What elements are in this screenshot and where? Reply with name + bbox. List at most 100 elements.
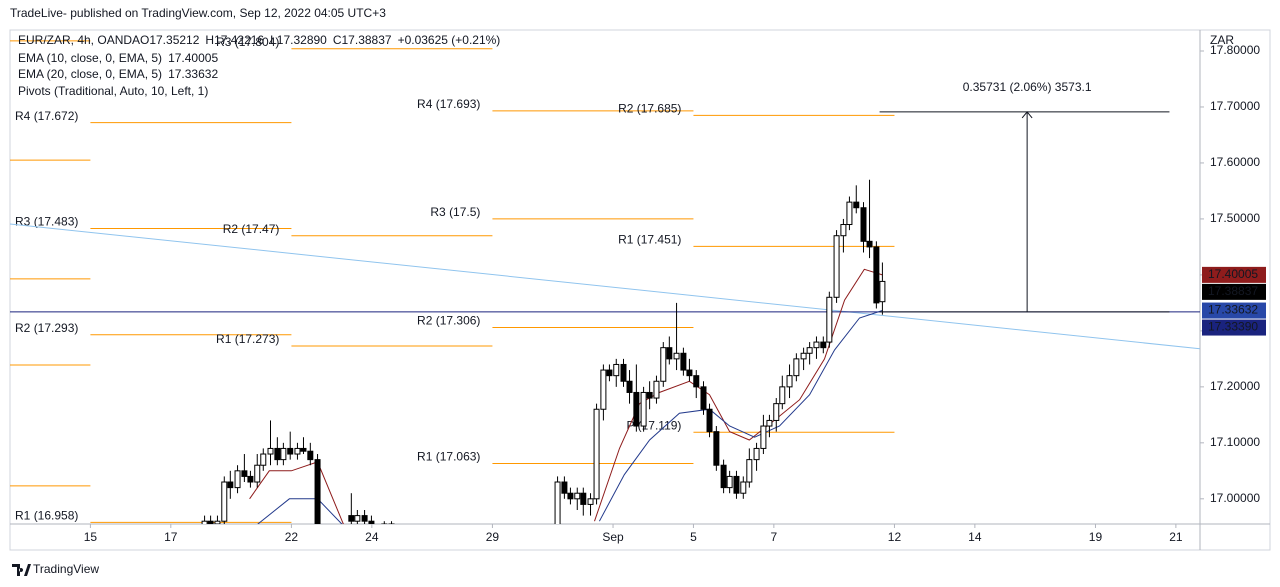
candle-body: [833, 235, 840, 298]
x-tick-label: 22: [285, 530, 299, 544]
pivot-label: R1 (17.063): [417, 450, 480, 464]
candle-body: [600, 369, 607, 410]
candle-body: [260, 453, 267, 466]
candle-body: [214, 520, 221, 524]
candle-body: [201, 520, 208, 524]
candle-body: [753, 447, 760, 461]
pivot-label: R2 (17.293): [15, 321, 78, 335]
x-tick-label: 29: [486, 530, 500, 544]
candle-body: [826, 296, 833, 343]
candle-body: [693, 375, 700, 388]
candle-body: [746, 459, 753, 483]
candle-body: [593, 408, 600, 500]
trendline: [10, 223, 1200, 350]
candle-body: [879, 280, 886, 303]
candle-body: [613, 363, 620, 377]
candle-body: [646, 391, 653, 399]
candle-body: [361, 515, 368, 522]
candle-body: [853, 201, 860, 209]
candle-body: [234, 470, 241, 489]
measure-arrowhead: [1021, 111, 1033, 119]
candle-body: [680, 352, 687, 371]
candle-body: [706, 408, 713, 433]
pivot-label: R4 (17.693): [417, 97, 480, 111]
price-badge-label: 17.40005: [1208, 267, 1258, 281]
candle-body: [700, 386, 707, 410]
ema-line: [257, 310, 883, 524]
candle-body: [793, 358, 800, 377]
candle-body: [294, 447, 301, 455]
y-tick-label: 17.20000: [1210, 379, 1260, 393]
candle-body: [673, 352, 680, 360]
candle-body: [686, 369, 693, 377]
candle-body: [733, 475, 740, 494]
y-tick-label: 17.80000: [1210, 43, 1260, 57]
candle-body: [666, 347, 673, 360]
candle-body: [860, 207, 867, 242]
axes: 17.0000017.1000017.2000017.3000017.40000…: [84, 43, 1266, 544]
candle-body: [267, 447, 274, 455]
y-tick-label: 17.60000: [1210, 155, 1260, 169]
candle-body: [287, 447, 294, 455]
legend: EUR/ZAR, 4h, OANDA EMA (10, close, 0, EM…: [18, 33, 1234, 98]
candle-body: [873, 246, 880, 304]
candle-body: [241, 470, 248, 477]
candle-body: [806, 347, 813, 354]
candle-body: [660, 347, 667, 382]
candle-body: [227, 481, 234, 489]
candle-body: [766, 419, 773, 427]
price-badge: [1202, 302, 1266, 319]
x-tick-label: Sep: [602, 530, 624, 544]
pivot-label: P (17.119): [627, 418, 682, 432]
ema-value: 17.33632: [168, 67, 218, 81]
candle-body: [760, 425, 767, 449]
candle-body: [606, 369, 613, 377]
candle-body: [726, 475, 733, 489]
candle-body: [820, 341, 827, 349]
candle-body: [587, 498, 594, 505]
price-badge: [1202, 319, 1266, 336]
x-tick-label: 5: [690, 530, 697, 544]
ohlc-value: H17.42216: [205, 33, 264, 47]
pivot-label: R4 (17.672): [15, 109, 78, 123]
plot: R4 (17.672) R3 (17.483) R2 (17.293) R1 (16.…: [10, 35, 1200, 524]
pivot-label: R2 (17.306): [417, 314, 480, 328]
pivot-label: R3 (17.804): [216, 35, 279, 49]
y-tick-label: 17.70000: [1210, 99, 1260, 113]
ohlc-value: L17.32890: [270, 33, 327, 47]
candle-body: [786, 375, 793, 388]
ema-value: 17.40005: [168, 51, 218, 65]
candle-body: [348, 515, 355, 522]
candle-body: [221, 481, 228, 522]
candle-body: [354, 515, 361, 522]
candle-body: [800, 352, 807, 360]
x-tick-label: 12: [888, 530, 902, 544]
x-tick-label: 15: [84, 530, 98, 544]
pivot-label: R1 (17.451): [618, 233, 681, 247]
price-badge-label: 17.38837: [1208, 284, 1258, 298]
pivot-label: R2 (17.47): [223, 222, 280, 236]
candle-body: [280, 447, 287, 461]
y-tick-label: 17.00000: [1210, 491, 1260, 505]
pivot-label: R2 (17.685): [618, 102, 681, 116]
axis-unit: ZAR: [1210, 33, 1234, 47]
candle-body: [574, 492, 581, 500]
ema-name: EMA (20, close, 0, EMA, 5): [18, 67, 162, 81]
candle-body: [626, 380, 633, 393]
candle-body: [633, 391, 640, 427]
tradingview-logo: TradingView: [12, 562, 99, 576]
frame: [9, 29, 1271, 551]
candle-body: [580, 492, 587, 505]
candle-body: [561, 481, 568, 494]
y-tick-label: 17.50000: [1210, 211, 1260, 225]
candle-body: [713, 431, 720, 466]
candle-body: [846, 201, 853, 226]
x-tick-label: 17: [164, 530, 178, 544]
measure-label: 0.35731 (2.06%) 3573.1: [963, 80, 1092, 94]
published-note: TradeLive- published on TradingView.com,…: [10, 6, 386, 20]
price-badge: [1202, 266, 1266, 283]
candle-body: [620, 363, 627, 382]
price-badge: [1202, 283, 1266, 300]
